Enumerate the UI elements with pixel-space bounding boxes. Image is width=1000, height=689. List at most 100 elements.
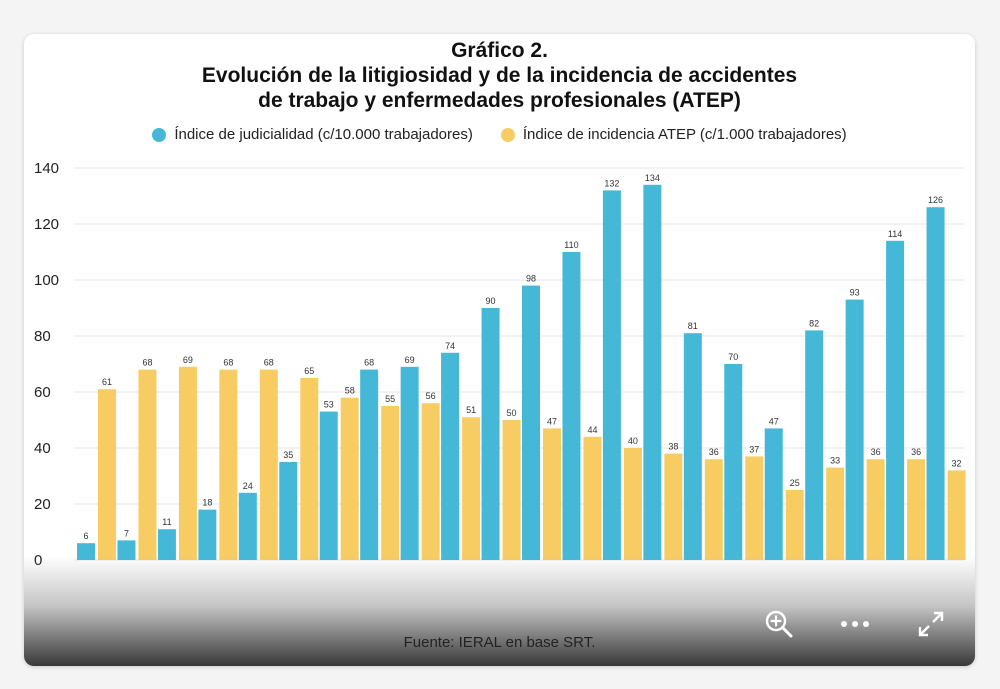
x-tick-label: 2014 xyxy=(510,566,544,598)
data-label: 69 xyxy=(183,355,193,365)
y-tick-label: 100 xyxy=(34,272,59,289)
x-tick-label: 2008 xyxy=(267,566,301,598)
data-label: 56 xyxy=(426,391,436,401)
data-label: 74 xyxy=(445,341,455,351)
data-label: 33 xyxy=(830,456,840,466)
data-label: 68 xyxy=(364,358,374,368)
x-tick-label: 2010 xyxy=(348,566,382,598)
bar xyxy=(117,540,136,560)
bar xyxy=(77,543,95,560)
data-label: 6 xyxy=(83,531,88,541)
x-tick-label: 2015 xyxy=(550,566,584,598)
bar xyxy=(543,428,561,560)
data-label: 11 xyxy=(162,517,171,527)
x-tick-label: 2018 xyxy=(672,566,706,598)
bar xyxy=(502,420,521,560)
bar xyxy=(785,490,804,560)
bar xyxy=(866,459,885,560)
bar xyxy=(805,330,824,560)
zoom-in-icon xyxy=(765,610,793,638)
legend-item-judicialidad: Índice de judicialidad (c/10.000 trabaja… xyxy=(152,126,473,143)
x-tick-label: 2019 xyxy=(712,566,746,598)
bar xyxy=(400,366,419,560)
bar xyxy=(381,406,400,560)
x-tick-label: 2021 xyxy=(793,566,827,598)
bar xyxy=(421,403,440,560)
source-note: Fuente: IERAL en base SRT. xyxy=(403,634,596,651)
fullscreen-button[interactable] xyxy=(911,604,951,644)
data-label: 65 xyxy=(304,366,314,376)
bar xyxy=(826,467,845,560)
bar xyxy=(279,462,298,560)
data-label: 69 xyxy=(405,355,415,365)
x-tick-label: 2022 xyxy=(833,566,867,598)
bar xyxy=(947,470,966,560)
chart-card: Gráfico 2. Evolución de la litigiosidad … xyxy=(24,34,975,666)
data-label: 70 xyxy=(728,352,738,362)
expand-icon xyxy=(918,611,944,637)
y-tick-label: 80 xyxy=(34,328,51,345)
bar xyxy=(138,369,157,560)
data-label: 93 xyxy=(850,288,860,298)
data-label: 25 xyxy=(790,478,800,488)
bar-chart: 0 20 40 60 80 100 120 140 6 61 2003 7 68 2004 11 69 2005… xyxy=(34,160,966,598)
y-tick-label: 40 xyxy=(34,440,51,457)
chart-title-line-2: Evolución de la litigiosidad y de la inc… xyxy=(201,64,798,87)
bar xyxy=(745,456,764,560)
x-tick-label: 2023 xyxy=(874,566,908,598)
legend-item-atep: Índice de incidencia ATEP (c/1.000 traba… xyxy=(500,126,847,143)
data-label: 50 xyxy=(507,408,517,418)
bar xyxy=(845,299,864,560)
data-label: 58 xyxy=(345,386,355,396)
x-tick-label: 2003 xyxy=(65,566,99,598)
legend-label-atep: Índice de incidencia ATEP (c/1.000 traba… xyxy=(522,126,847,143)
x-tick-label: 2013 xyxy=(469,566,503,598)
bar xyxy=(602,190,621,560)
data-label: 68 xyxy=(142,358,152,368)
data-label: 47 xyxy=(769,416,779,426)
bar xyxy=(724,364,743,560)
bar xyxy=(319,411,338,560)
bar xyxy=(259,369,278,560)
legend-label-judicialidad: Índice de judicialidad (c/10.000 trabaja… xyxy=(174,126,473,143)
bar xyxy=(238,492,257,560)
more-options-button[interactable] xyxy=(835,604,875,644)
bar xyxy=(664,453,683,560)
x-tick-label: 2016 xyxy=(591,566,625,598)
data-label: 18 xyxy=(202,498,212,508)
y-tick-label: 60 xyxy=(34,384,51,401)
data-label: 35 xyxy=(283,450,293,460)
data-label: 37 xyxy=(749,444,759,454)
data-label: 82 xyxy=(809,318,819,328)
data-label: 98 xyxy=(526,274,536,284)
x-tick-label: 2006 xyxy=(186,566,220,598)
data-label: 134 xyxy=(645,173,660,183)
x-tick-label: 2005 xyxy=(146,566,180,598)
x-tick-label: 2007 xyxy=(227,566,261,598)
y-tick-label: 20 xyxy=(34,496,51,513)
data-label: 61 xyxy=(102,377,112,387)
bar xyxy=(178,366,197,560)
x-tick-label: 2012 xyxy=(429,566,463,598)
bar xyxy=(300,378,319,560)
legend-swatch-judicialidad xyxy=(152,127,167,142)
chart-title-line-3: de trabajo y enfermedades profesionales … xyxy=(258,89,741,112)
zoom-in-button[interactable] xyxy=(759,604,799,644)
chart-controls xyxy=(759,604,951,644)
bar xyxy=(441,352,460,560)
bar xyxy=(562,252,581,560)
data-label: 114 xyxy=(888,229,902,239)
x-tick-label: 2004 xyxy=(105,566,139,598)
bar xyxy=(219,369,238,560)
y-tick-label: 120 xyxy=(34,216,59,233)
bar xyxy=(926,207,945,560)
data-label: 32 xyxy=(952,458,962,468)
bar xyxy=(886,240,905,561)
x-tick-label: 2009 xyxy=(308,566,342,598)
bar xyxy=(623,448,642,560)
bar xyxy=(643,184,662,561)
bar xyxy=(583,436,602,560)
bar xyxy=(340,397,359,560)
bar xyxy=(522,285,540,560)
y-tick-label: 140 xyxy=(34,160,59,177)
